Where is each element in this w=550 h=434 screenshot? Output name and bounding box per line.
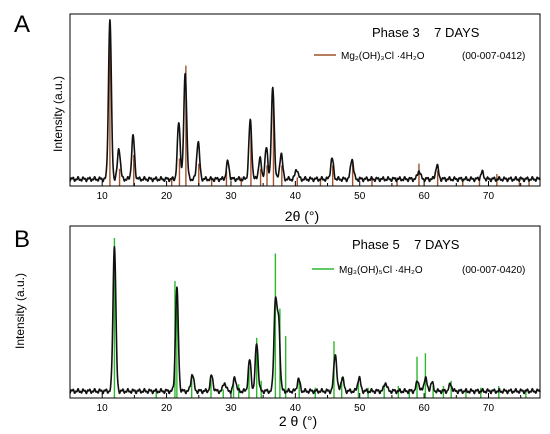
panel-a-x-tick-label: 30: [225, 191, 237, 202]
panel-a-x-tick-label: 60: [419, 191, 431, 202]
panel-b-x-tick-label: 30: [225, 403, 237, 414]
panel-a-legend-code: (00-007-0412): [462, 51, 525, 62]
panel-a-xaxis: 10 20 30 40 50 60 70: [69, 181, 522, 202]
panel-a-annotation: Phase 3 7 DAYS: [372, 25, 480, 40]
panel-a-xlabel: 2θ (°): [285, 208, 319, 224]
panel-a-x-tick-label: 10: [97, 191, 109, 202]
panel-a-x-tick-label: 20: [161, 191, 173, 202]
panel-a-ylabel: Intensity (a.u.): [51, 76, 65, 152]
panel-b-x-tick-label: 40: [290, 403, 302, 414]
panel-b-frame: [69, 225, 541, 399]
panel-b-pattern-line: [69, 245, 541, 395]
panel-a-frame: [69, 13, 541, 187]
panel-b-x-tick-label: 50: [354, 403, 366, 414]
panel-b-plot-area: [69, 238, 541, 398]
panel-b-ylabel: Intensity (a.u.): [13, 273, 27, 349]
panel-a-x-tick-label: 40: [290, 191, 302, 202]
panel-b: B Intensity (a.u.) 10 20 30 40 50 60 70 2 θ (°…: [13, 225, 541, 429]
panel-b-legend-code: (00-007-0420): [462, 265, 525, 276]
panel-a-pattern-line: [69, 19, 541, 183]
panel-a-legend-formula: Mg₂(OH)₃Cl ·4H₂O: [341, 51, 425, 62]
panel-a-plot-area: [69, 19, 541, 186]
panel-b-x-tick-label: 20: [161, 403, 173, 414]
panel-a-letter: A: [14, 11, 30, 38]
panel-a-x-tick-label: 50: [354, 191, 366, 202]
panel-b-xaxis: 10 20 30 40 50 60 70: [69, 393, 522, 414]
panel-b-xlabel: 2 θ (°): [279, 413, 317, 429]
panel-b-letter: B: [14, 226, 30, 253]
panel-b-x-tick-label: 70: [483, 403, 495, 414]
panel-a-x-tick-label: 70: [483, 191, 495, 202]
panel-a: A Intensity (a.u.) 10 20 30 40 50 60 70 2θ (°)…: [14, 11, 541, 224]
panel-b-x-tick-label: 10: [97, 403, 109, 414]
panel-b-annotation: Phase 5 7 DAYS: [352, 237, 460, 252]
panel-b-x-tick-label: 60: [419, 403, 431, 414]
panel-b-legend-formula: Mg₃(OH)₅Cl ·4H₂O: [339, 265, 423, 276]
